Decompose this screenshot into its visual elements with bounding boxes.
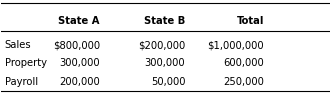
Text: $800,000: $800,000 [53,40,100,50]
Text: State B: State B [144,16,185,26]
Text: 600,000: 600,000 [223,58,264,68]
Text: 50,000: 50,000 [151,77,185,87]
Text: Property: Property [5,58,47,68]
Text: 300,000: 300,000 [145,58,185,68]
Text: 250,000: 250,000 [223,77,264,87]
Text: $200,000: $200,000 [138,40,185,50]
Text: State A: State A [58,16,100,26]
Text: $1,000,000: $1,000,000 [207,40,264,50]
Text: 300,000: 300,000 [59,58,100,68]
Text: 200,000: 200,000 [59,77,100,87]
Text: Payroll: Payroll [5,77,38,87]
Text: Total: Total [237,16,264,26]
Text: Sales: Sales [5,40,31,50]
